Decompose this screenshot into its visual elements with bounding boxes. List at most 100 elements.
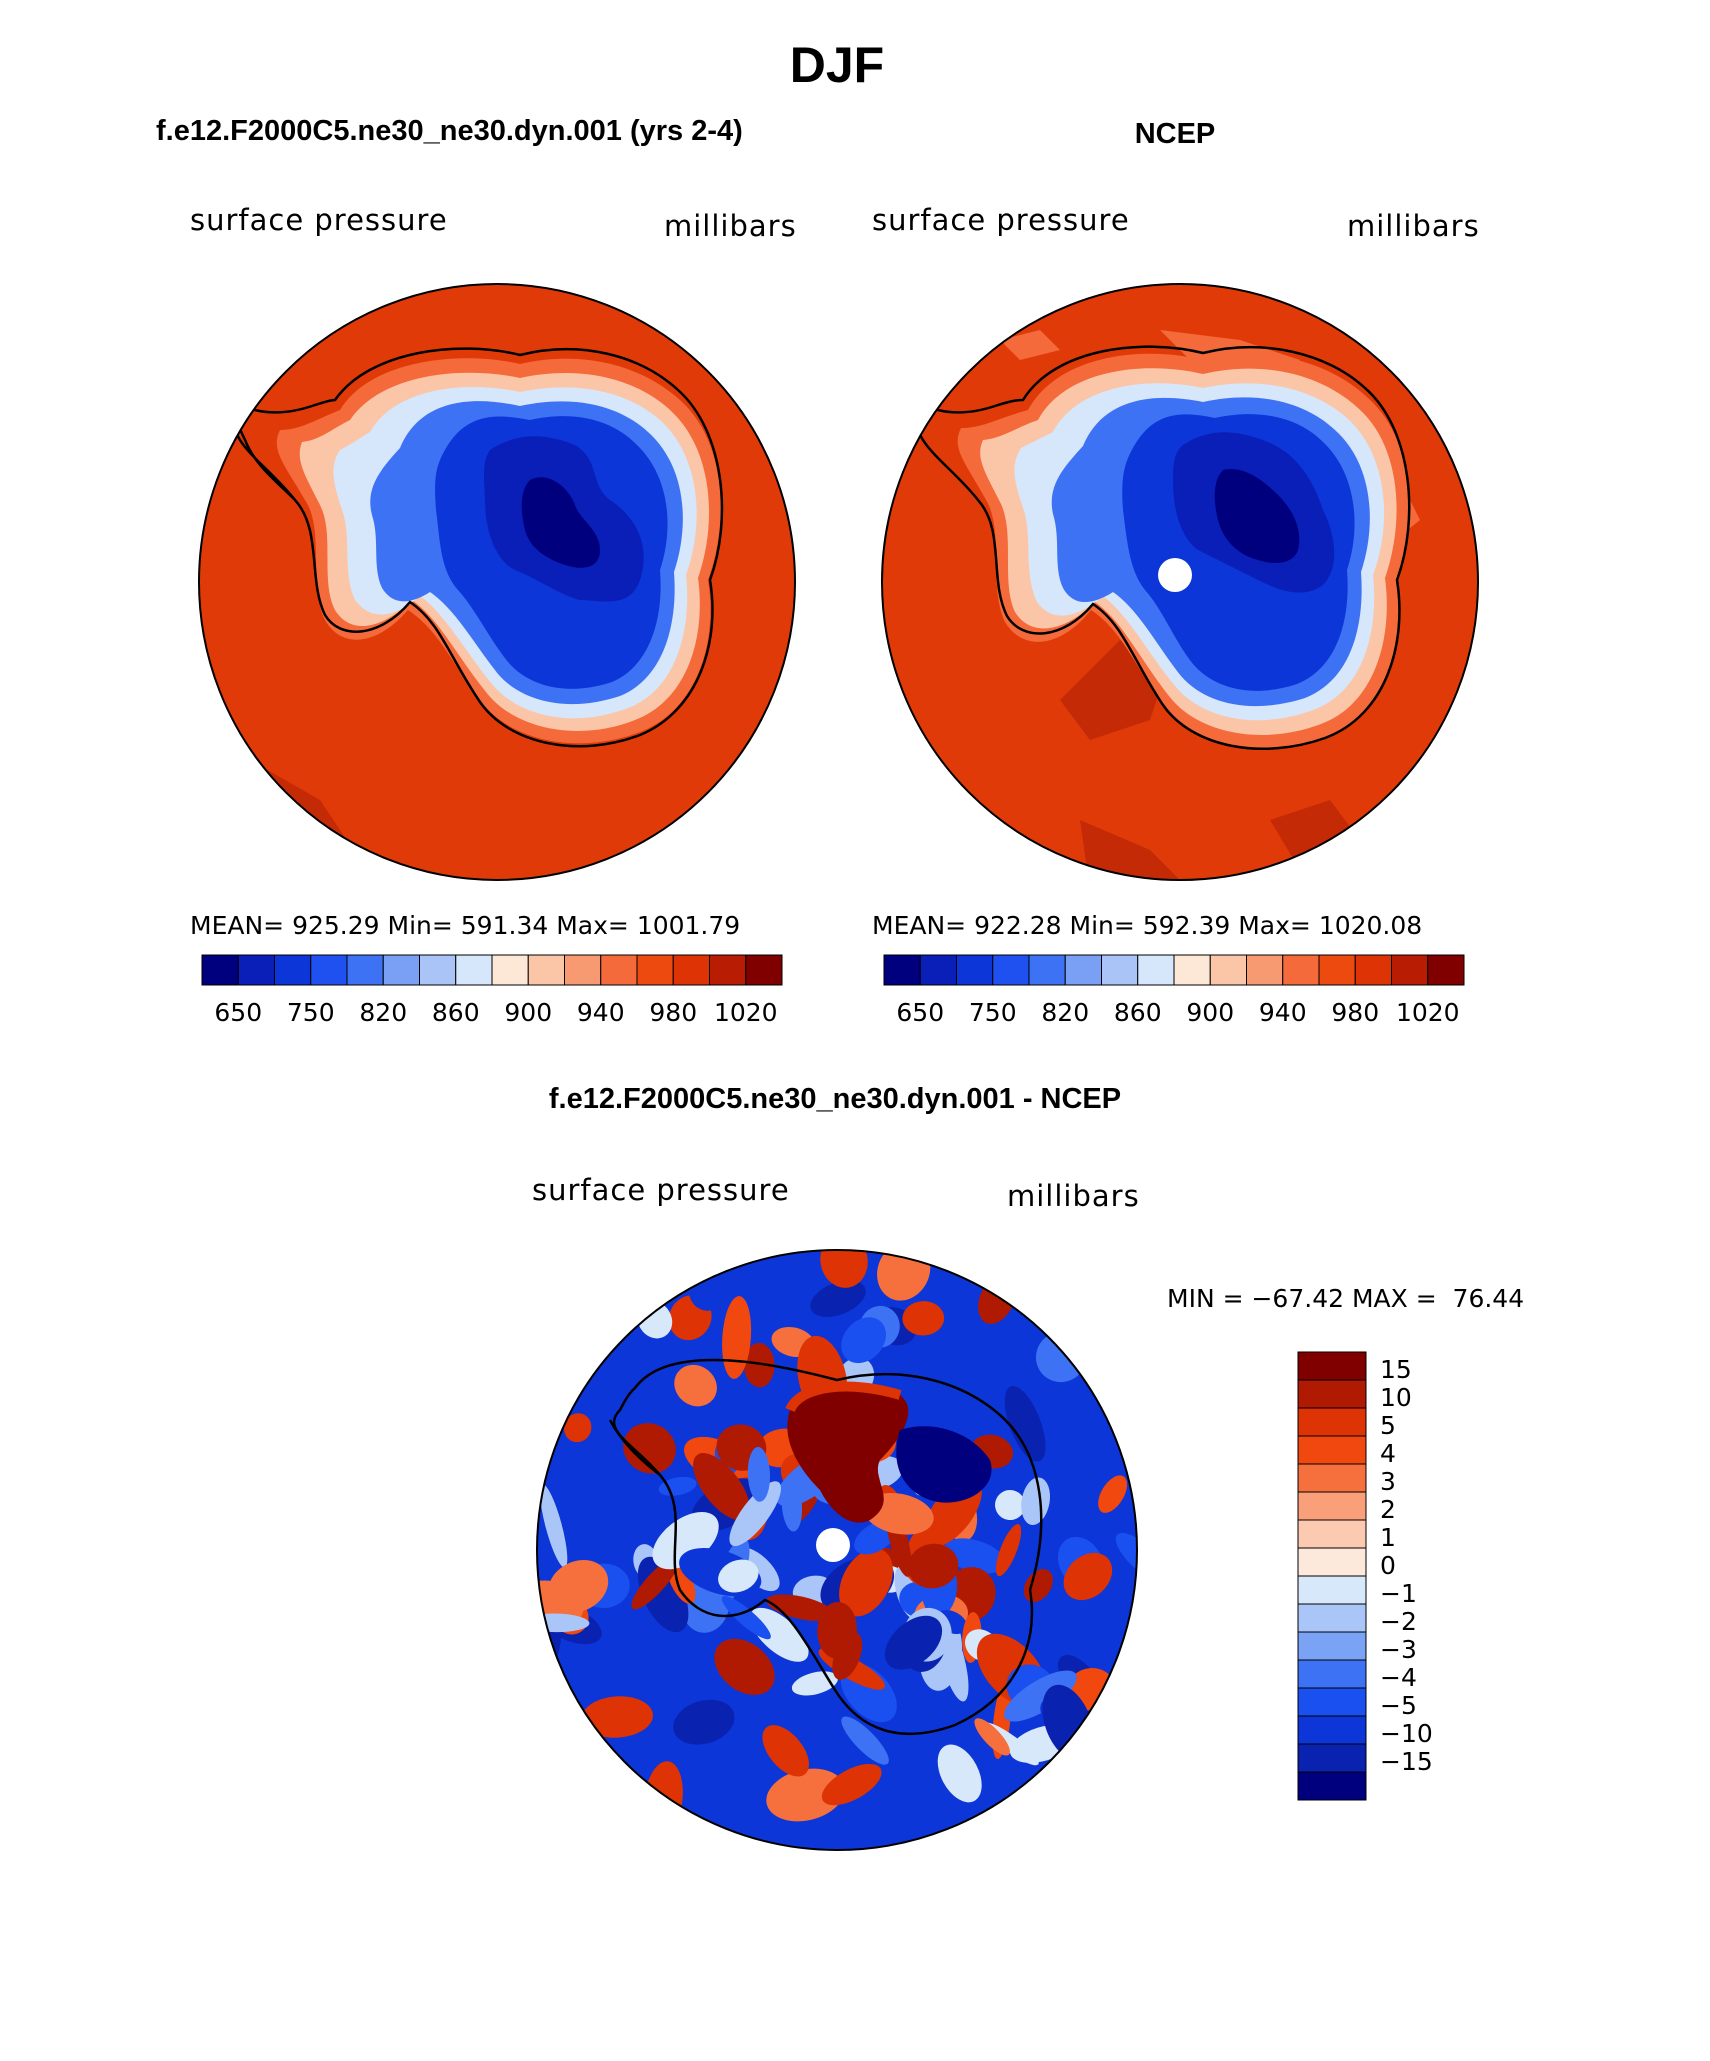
panel-difference-colorbar-swatch xyxy=(1297,1547,1367,1577)
panel-ncep-colorbar-swatch xyxy=(956,954,994,986)
panel-difference-colorbar-swatch xyxy=(1297,1379,1367,1409)
panel-difference-anomaly-blob xyxy=(729,1481,781,1547)
panel-difference-colorbar-swatch xyxy=(1297,1715,1367,1745)
panel-difference-anomaly-blob xyxy=(540,1484,568,1568)
panel-model-colorbar-swatch xyxy=(564,954,602,986)
panel-model-colorbar-swatch xyxy=(636,954,674,986)
panel-ncep-colorbar-swatch xyxy=(919,954,957,986)
panel-difference-colorbar-tick-label: 2 xyxy=(1380,1495,1396,1524)
panel-difference-anomaly-blob xyxy=(548,1559,609,1613)
panel-difference-colorbar-swatch xyxy=(1297,1687,1367,1717)
panel-ncep-colorbar-swatch xyxy=(1391,954,1429,986)
panel-difference-anomaly-blob xyxy=(673,1699,735,1745)
panel-difference-anomaly-blob xyxy=(810,1280,866,1317)
panel-model-colorbar: 650 750 820 860 900 940 980 1020 xyxy=(201,954,783,1027)
panel-difference-anomaly-blob xyxy=(693,1453,750,1521)
panel-ncep-header: NCEP xyxy=(1135,118,1216,150)
panel-ncep-colorbar-tick-label: 820 xyxy=(1041,998,1089,1027)
panel-difference-anomaly-blob xyxy=(1004,1670,1077,1722)
panel-model-colorbar-swatch xyxy=(237,954,275,986)
panel-difference-anomaly-blob xyxy=(1004,1386,1046,1462)
panel-difference-colorbar-tick-label: −1 xyxy=(1380,1579,1417,1608)
panel-ncep-colorbar-swatch xyxy=(992,954,1030,986)
panel-ncep-colorbar-swatch xyxy=(1028,954,1066,986)
panel-difference-colorbar-tick-label: 1 xyxy=(1380,1523,1396,1552)
panel-difference-colorbar-tick-label: −10 xyxy=(1380,1719,1433,1748)
panel-difference-anomaly-blob xyxy=(623,1423,676,1474)
panel-model: f.e12.F2000C5.ne30_ne30.dyn.001 (yrs 2-4… xyxy=(156,115,796,1027)
panel-ncep-colorbar-swatch xyxy=(1137,954,1175,986)
panel-difference-map-border xyxy=(536,1249,1138,1851)
panel-model-colorbar-swatch xyxy=(745,954,783,986)
panel-model-ring-7 xyxy=(521,477,600,568)
panel-ncep-colorbar-tick-label: 900 xyxy=(1186,998,1234,1027)
panel-difference-colorbar-swatch xyxy=(1297,1463,1367,1493)
panel-model-map-border xyxy=(198,283,796,881)
panel-difference-colorbar-swatch xyxy=(1297,1407,1367,1437)
panel-difference-colorbar-tick-label: 10 xyxy=(1380,1383,1412,1412)
panel-model-colorbar-swatch xyxy=(382,954,420,986)
panel-model-colorbar-tick-label: 940 xyxy=(577,998,625,1027)
panel-ncep-map xyxy=(882,284,1478,880)
panel-model-colorbar-swatch xyxy=(709,954,747,986)
panel-difference-colorbar-swatch xyxy=(1297,1435,1367,1465)
panel-ncep-colorbar-tick-label: 1020 xyxy=(1396,998,1460,1027)
panel-difference-colorbar-swatch xyxy=(1297,1659,1367,1689)
panel-ncep-ring-7 xyxy=(1214,469,1300,563)
panel-difference-colorbar-swatch xyxy=(1297,1771,1367,1801)
panel-difference-central-high-edge xyxy=(785,1381,902,1413)
panel-difference-colorbar-swatch xyxy=(1297,1519,1367,1549)
panel-model-colorbar-swatch xyxy=(419,954,457,986)
panel-difference-colorbar-tick-label: −5 xyxy=(1380,1691,1417,1720)
panel-difference-anomaly-blob xyxy=(658,1476,697,1496)
panel-difference-central-high xyxy=(787,1386,909,1523)
panel-ncep-colorbar-tick-label: 980 xyxy=(1331,998,1379,1027)
panel-difference-colorbar-swatch xyxy=(1297,1351,1367,1381)
panel-model-header: f.e12.F2000C5.ne30_ne30.dyn.001 (yrs 2-4… xyxy=(156,115,743,147)
panel-difference-anomaly-blob xyxy=(841,1317,887,1364)
panel-model-colorbar-swatch xyxy=(600,954,638,986)
panel-model-stats: MEAN= 925.29 Min= 591.34 Max= 1001.79 xyxy=(190,911,740,940)
panel-difference-anomaly-blob xyxy=(995,1489,1026,1521)
panel-ncep-colorbar-tick-label: 750 xyxy=(969,998,1017,1027)
panel-difference-pole-hole xyxy=(816,1528,850,1562)
panel-difference-anomaly-blob xyxy=(674,1364,717,1407)
panel-difference-anomaly-blob xyxy=(1115,1532,1137,1582)
panel-difference-colorbar-tick-label: 0 xyxy=(1380,1551,1396,1580)
panel-ncep-colorbar-swatch xyxy=(1064,954,1102,986)
panel-difference-anomaly-blob xyxy=(974,1718,1010,1756)
panel-difference-anomaly-blob xyxy=(817,1601,857,1659)
panel-model-colorbar-swatch xyxy=(201,954,239,986)
panel-difference-anomaly-blob xyxy=(884,1615,943,1670)
panel-model-colorbar-swatch xyxy=(346,954,384,986)
panel-model-map xyxy=(199,284,795,880)
panel-difference-anomaly-blob xyxy=(839,1548,893,1617)
panel-ncep-colorbar-swatch xyxy=(1318,954,1356,986)
panel-difference-anomaly-blob xyxy=(750,1607,809,1662)
panel-difference-anomaly-blob xyxy=(581,1696,653,1738)
panel-ncep-colorbar-tick-label: 860 xyxy=(1114,998,1162,1027)
panel-model-colorbar-tick-label: 750 xyxy=(287,998,335,1027)
panel-difference-anomaly-blob xyxy=(902,1301,945,1336)
panel-model-colorbar-swatch xyxy=(274,954,312,986)
panel-ncep: NCEP surface pressure millibars xyxy=(872,118,1480,1027)
panel-difference-anomaly-blob xyxy=(1098,1475,1128,1513)
panel-model-colorbar-tick-label: 650 xyxy=(214,998,262,1027)
panel-difference-anomaly-blob xyxy=(1060,1461,1114,1531)
panel-ncep-colorbar-tick-label: 940 xyxy=(1259,998,1307,1027)
panel-model-colorbar-tick-label: 1020 xyxy=(714,998,778,1027)
panel-difference-variable-label: surface pressure xyxy=(532,1173,790,1207)
panel-difference-anomaly-blob xyxy=(995,1524,1022,1577)
panel-ncep-units-label: millibars xyxy=(1347,209,1480,243)
figure-title: DJF xyxy=(790,37,884,93)
panel-ncep-map-border xyxy=(881,283,1479,881)
panel-difference-anomaly-blob xyxy=(937,1744,982,1803)
panel-ncep-colorbar-swatch xyxy=(1246,954,1284,986)
panel-difference-peninsula xyxy=(608,1419,661,1476)
panel-difference-anomaly-blob xyxy=(907,1543,959,1589)
panel-difference-anomaly-blob xyxy=(1063,1552,1113,1601)
panel-ncep-colorbar-swatch xyxy=(1101,954,1139,986)
panel-difference-anomaly-blob xyxy=(722,1296,752,1379)
panel-model-colorbar-swatch xyxy=(455,954,493,986)
